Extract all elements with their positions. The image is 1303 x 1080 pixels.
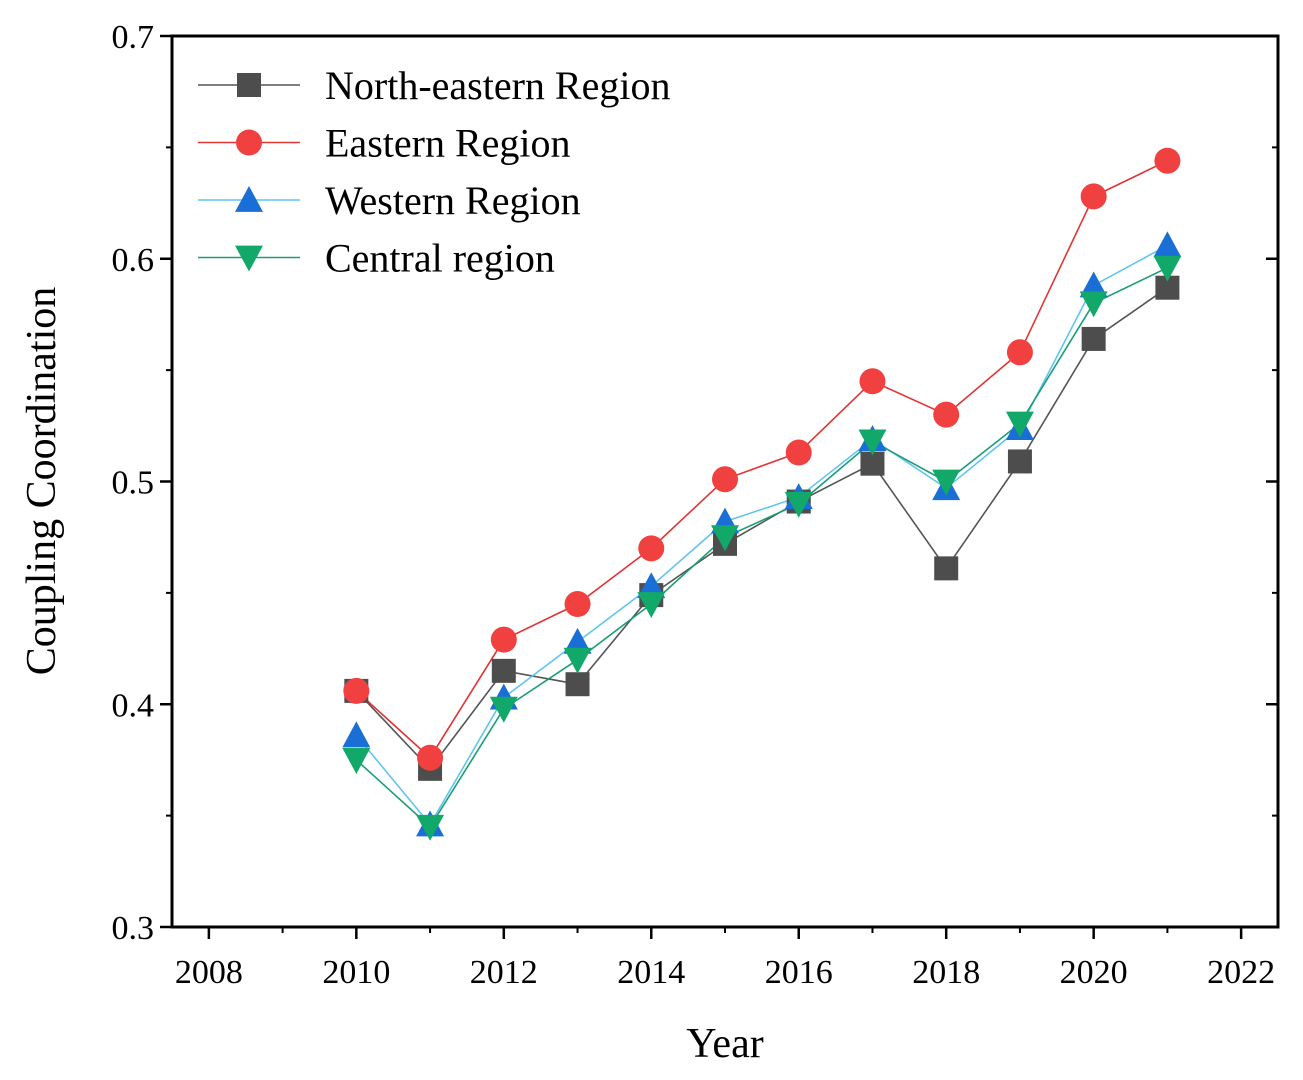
series-layer xyxy=(342,147,1182,841)
legend-marker xyxy=(235,245,263,272)
data-point xyxy=(1153,231,1182,258)
data-point xyxy=(860,451,885,476)
data-point xyxy=(1079,291,1108,318)
data-point xyxy=(637,572,666,599)
series-3 xyxy=(355,266,1168,828)
legend-label: Eastern Region xyxy=(325,121,571,166)
data-point xyxy=(859,368,886,395)
legend-label: North-eastern Region xyxy=(325,63,670,108)
y-tick-label: 0.4 xyxy=(112,687,155,724)
series-2 xyxy=(355,244,1168,826)
data-point xyxy=(563,627,592,654)
data-point xyxy=(1007,449,1032,474)
x-tick-label: 2012 xyxy=(470,954,538,991)
data-point xyxy=(932,469,961,496)
data-point xyxy=(342,721,371,748)
data-point xyxy=(1081,326,1106,351)
legend-label: Western Region xyxy=(325,178,581,223)
data-point xyxy=(417,744,444,771)
data-point xyxy=(1006,339,1033,366)
series-line xyxy=(355,287,1168,771)
series-line xyxy=(355,244,1168,826)
data-point xyxy=(785,439,812,466)
x-tick-label: 2016 xyxy=(765,954,833,991)
data-point xyxy=(343,677,370,704)
data-point xyxy=(491,658,516,683)
data-point xyxy=(1153,255,1182,282)
data-point xyxy=(1005,411,1034,438)
y-tick-label: 0.3 xyxy=(112,910,155,947)
data-point xyxy=(1080,183,1107,210)
x-tick-label: 2020 xyxy=(1060,954,1128,991)
data-point xyxy=(1079,271,1108,298)
data-point xyxy=(563,647,592,674)
data-point xyxy=(934,556,959,581)
x-tick-label: 2008 xyxy=(175,954,243,991)
data-point xyxy=(712,466,738,493)
series-markers-1 xyxy=(343,147,1181,771)
data-point xyxy=(858,429,887,456)
y-axis-title: Coupling Coordination xyxy=(19,287,65,676)
data-point xyxy=(637,592,666,619)
data-point xyxy=(342,748,371,774)
x-tick-label: 2018 xyxy=(912,954,980,991)
series-markers-2 xyxy=(342,231,1182,837)
x-axis-title: Year xyxy=(686,1021,763,1067)
series-0 xyxy=(355,287,1168,771)
x-tick-label: 2022 xyxy=(1207,954,1275,991)
x-tick-label: 2010 xyxy=(322,954,390,991)
legend-marker xyxy=(236,129,262,156)
data-point xyxy=(490,626,517,653)
data-point xyxy=(1154,147,1181,174)
legend-marker xyxy=(235,186,263,212)
data-point xyxy=(784,491,813,518)
series-line xyxy=(355,160,1168,759)
legend-label: Central region xyxy=(325,236,555,281)
data-point xyxy=(711,525,739,552)
data-point xyxy=(565,672,590,697)
x-tick-label: 2014 xyxy=(617,954,685,991)
data-point xyxy=(933,401,960,428)
series-markers-0 xyxy=(344,275,1180,781)
data-point xyxy=(638,535,665,562)
legend-marker xyxy=(237,73,261,97)
data-point xyxy=(489,696,518,723)
data-point xyxy=(564,591,591,618)
legend: North-eastern Region Eastern Region Wester… xyxy=(198,63,670,281)
series-line xyxy=(355,266,1168,828)
y-tick-label: 0.5 xyxy=(112,465,155,502)
axis-ticks: 2008 2010 2012 2014 2016 2018 2020 2022 0.3 0.4 0.… xyxy=(112,19,1278,991)
data-point xyxy=(416,814,445,841)
y-tick-label: 0.7 xyxy=(112,19,155,56)
y-tick-label: 0.6 xyxy=(112,242,155,279)
series-1 xyxy=(355,160,1168,759)
series-markers-3 xyxy=(342,255,1182,841)
